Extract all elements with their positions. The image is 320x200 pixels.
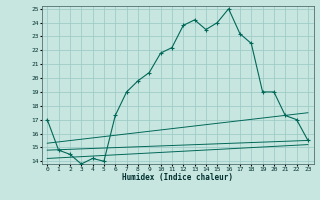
X-axis label: Humidex (Indice chaleur): Humidex (Indice chaleur) (122, 173, 233, 182)
